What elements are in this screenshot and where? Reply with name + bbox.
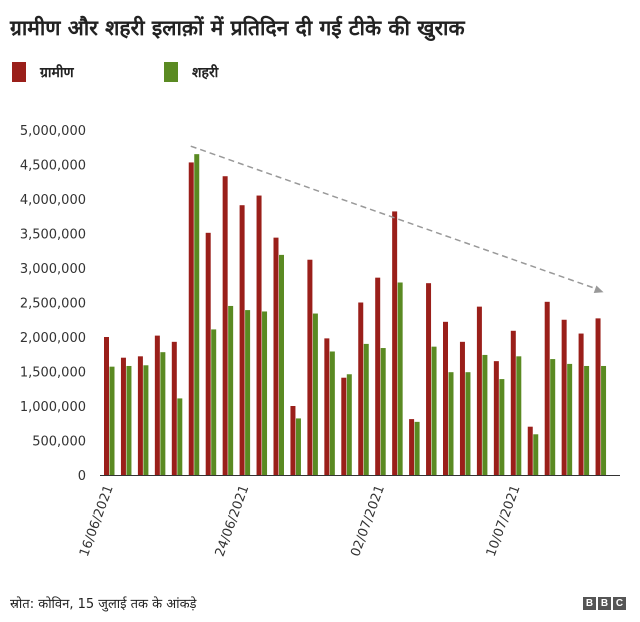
legend-item-rural: ग्रामीण	[12, 62, 74, 82]
y-tick-label: 1,500,000	[20, 366, 86, 381]
bar-urban	[431, 346, 437, 475]
bar-urban	[550, 359, 556, 475]
bar-urban	[228, 305, 234, 475]
bar-urban	[126, 365, 132, 475]
bar-rural	[307, 259, 313, 475]
trend-arrow-head	[593, 285, 604, 293]
bar-rural	[459, 341, 465, 475]
y-tick-label: 0	[78, 469, 86, 484]
bar-urban	[312, 313, 318, 475]
bar-urban	[279, 254, 284, 475]
bar-rural	[188, 162, 194, 475]
bar-urban	[465, 372, 471, 475]
bar-urban	[414, 421, 420, 475]
bar-rural	[273, 237, 279, 475]
bar-rural	[341, 377, 347, 475]
legend-label-rural: ग्रामीण	[40, 64, 74, 81]
y-tick-label: 4,000,000	[20, 193, 86, 208]
bar-chart: 0 500,000 1,000,000 1,500,000 2,000,000 2,500…	[20, 124, 620, 559]
bbc-logo: B B C	[583, 597, 626, 610]
bar-urban	[448, 372, 454, 475]
bar-rural	[256, 195, 262, 476]
y-tick-label: 4,500,000	[20, 159, 86, 174]
bbc-logo-letter: C	[613, 597, 626, 610]
x-tick-label: 16/06/2021	[77, 483, 117, 559]
bar-urban	[177, 398, 183, 475]
y-tick-label: 500,000	[32, 435, 86, 450]
y-tick-label: 3,000,000	[20, 262, 86, 277]
bar-rural	[222, 176, 228, 476]
legend-label-urban: शहरी	[192, 64, 219, 81]
bar-urban	[346, 374, 352, 475]
trend-arrow-line	[190, 145, 598, 290]
bar-rural	[595, 318, 601, 475]
y-tick-label: 3,500,000	[20, 228, 86, 243]
bar-rural	[137, 356, 143, 475]
bar-rural	[120, 357, 126, 475]
bar-rural	[239, 205, 245, 475]
bar-rural	[426, 283, 432, 475]
bar-rural	[561, 319, 567, 475]
bar-rural	[578, 333, 584, 475]
x-tick-label: 02/07/2021	[348, 483, 388, 559]
y-tick-label: 2,000,000	[20, 331, 86, 346]
bar-urban	[160, 352, 166, 475]
source-note: स्रोत: कोविन, 15 जुलाई तक के आंकड़े	[10, 597, 197, 612]
bar-rural	[443, 321, 448, 475]
bar-urban	[211, 329, 217, 475]
bar-urban	[109, 366, 115, 475]
bar-urban	[262, 311, 268, 475]
bar-urban	[245, 310, 251, 475]
bar-rural	[324, 338, 330, 475]
bar-urban	[329, 351, 335, 475]
bar-urban	[567, 363, 573, 475]
bar-rural	[510, 330, 516, 475]
bar-urban	[397, 282, 403, 475]
bar-rural	[476, 306, 482, 475]
bar-urban	[584, 365, 590, 475]
legend-swatch-urban	[164, 62, 178, 82]
x-tick-label: 10/07/2021	[484, 483, 524, 559]
x-tick-label: 24/06/2021	[213, 483, 253, 559]
bar-urban	[194, 154, 200, 475]
bar-rural	[493, 361, 499, 475]
bar-urban	[363, 343, 369, 475]
bar-rural	[358, 302, 364, 475]
legend-swatch-rural	[12, 62, 26, 82]
bbc-logo-letter: B	[583, 597, 596, 610]
bar-rural	[154, 335, 160, 475]
bar-urban	[516, 356, 522, 475]
bar-rural	[527, 426, 533, 475]
bar-rural	[409, 419, 415, 475]
bar-rural	[392, 211, 398, 476]
y-tick-label: 5,000,000	[20, 124, 86, 139]
bar-urban	[482, 354, 488, 475]
bar-rural	[375, 277, 381, 475]
bar-rural	[290, 406, 296, 475]
bar-urban	[143, 365, 149, 475]
bar-urban	[533, 434, 539, 475]
bar-rural	[205, 232, 211, 475]
bar-rural	[544, 301, 550, 475]
bar-urban	[499, 379, 505, 475]
chart-title: ग्रामीण और शहरी इलाक़ों में प्रतिदिन दी …	[10, 16, 465, 40]
bar-urban	[295, 418, 301, 475]
legend-item-urban: शहरी	[164, 62, 218, 82]
y-tick-label: 1,000,000	[20, 400, 86, 415]
bar-urban	[601, 365, 607, 475]
y-tick-label: 2,500,000	[20, 297, 86, 312]
bar-urban	[380, 348, 386, 475]
bbc-logo-letter: B	[598, 597, 611, 610]
bar-rural	[171, 341, 177, 475]
bar-rural	[104, 337, 109, 475]
